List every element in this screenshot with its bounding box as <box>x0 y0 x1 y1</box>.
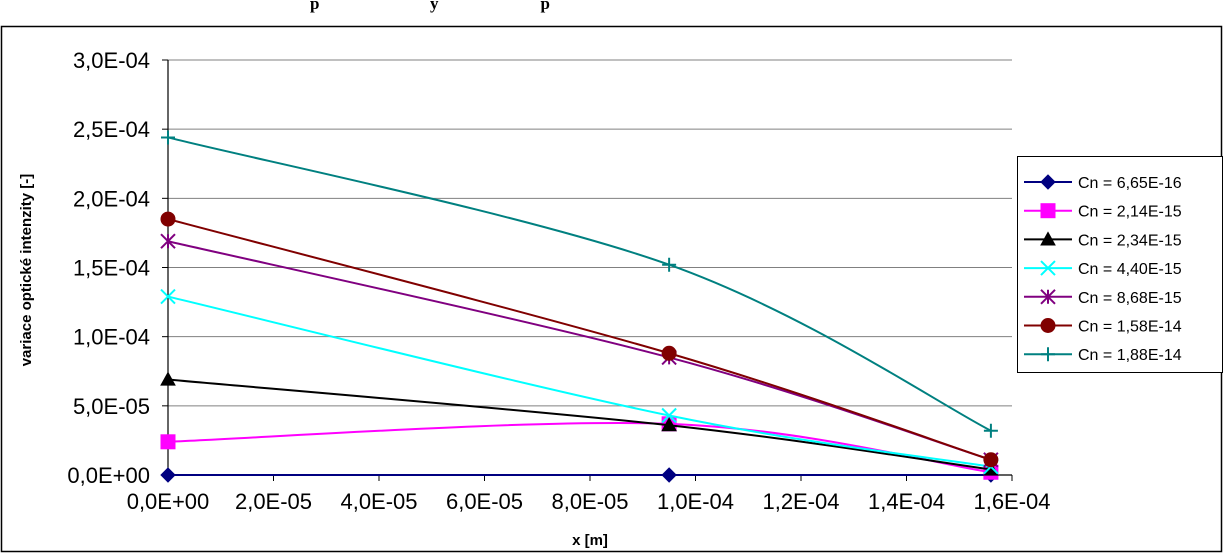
x-tick-label: 1,0E-04 <box>657 489 734 514</box>
series-3 <box>160 371 999 476</box>
x-tick-label: 1,4E-04 <box>868 489 945 514</box>
data-point <box>662 257 677 272</box>
legend-label: Cn = 4,40E-15 <box>1078 261 1182 278</box>
y-axis-label: variace optické intenzity [-] <box>18 174 35 367</box>
data-point <box>661 467 677 483</box>
series-7 <box>161 130 998 438</box>
data-point <box>160 371 176 386</box>
x-tick-labels: 0,0E+00 2,0E-05 4,0E-05 6,0E-05 8,0E-05 1,0E-… <box>127 489 1051 514</box>
y-tick-label: 2,0E-04 <box>73 186 150 211</box>
data-point <box>160 467 176 483</box>
data-point <box>1040 203 1056 219</box>
legend-item: Cn = 1,88E-14 <box>1024 347 1182 364</box>
legend-item: Cn = 2,14E-15 <box>1024 203 1182 221</box>
legend-item: Cn = 8,68E-15 <box>1024 289 1182 307</box>
y-tick-label: 0,0E+00 <box>67 463 150 488</box>
data-point <box>1041 347 1055 362</box>
legend: Cn = 6,65E-16 Cn = 2,14E-15 Cn = 2,34E-15 C… <box>1017 156 1223 373</box>
data-point <box>1040 289 1056 305</box>
x-tick-label: 8,0E-05 <box>551 489 628 514</box>
x-tick-label: 4,0E-05 <box>340 489 417 514</box>
data-point <box>1040 174 1056 190</box>
series-line <box>167 295 992 468</box>
data-point <box>1040 260 1056 276</box>
legend-label: Cn = 6,65E-16 <box>1078 175 1182 192</box>
x-tick-label: 1,6E-04 <box>973 489 1050 514</box>
data-point <box>1040 231 1056 246</box>
x-tick-label: 2,0E-05 <box>235 489 312 514</box>
data-point <box>983 423 998 438</box>
legend-label: Cn = 1,58E-14 <box>1078 319 1182 336</box>
data-point <box>161 130 175 145</box>
data-point <box>160 211 176 227</box>
data-point <box>661 345 677 361</box>
chart-title: p y p <box>310 0 550 13</box>
data-point <box>160 288 176 305</box>
legend-label: Cn = 2,14E-15 <box>1078 204 1182 221</box>
data-point <box>661 407 677 424</box>
y-tick-label: 3,0E-04 <box>73 48 150 73</box>
x-tick-label: 0,0E+00 <box>127 489 210 514</box>
legend-item: Cn = 6,65E-16 <box>1024 174 1182 192</box>
series-6 <box>160 211 999 468</box>
series-line <box>167 378 992 471</box>
y-tick-label: 2,5E-04 <box>73 117 150 142</box>
x-tick-label: 6,0E-05 <box>446 489 523 514</box>
legend-label: Cn = 2,34E-15 <box>1078 232 1182 249</box>
series-line <box>167 218 992 461</box>
x-axis-label: x [m] <box>572 532 608 549</box>
gridlines <box>168 59 1012 407</box>
legend-item: Cn = 4,40E-15 <box>1024 260 1182 278</box>
data-point <box>983 452 999 468</box>
data-point <box>160 434 176 450</box>
y-tick-label: 5,0E-05 <box>73 394 150 419</box>
legend-item: Cn = 1,58E-14 <box>1024 318 1182 336</box>
y-tick-label: 1,5E-04 <box>73 256 150 281</box>
data-point <box>160 233 176 249</box>
data-point <box>983 461 999 476</box>
series-group <box>160 130 999 483</box>
series-line <box>167 136 992 432</box>
legend-label: Cn = 1,88E-14 <box>1078 347 1182 364</box>
legend-item: Cn = 2,34E-15 <box>1024 231 1182 249</box>
x-tick-label: 1,2E-04 <box>762 489 839 514</box>
y-tick-label: 1,0E-04 <box>73 325 150 350</box>
y-tick-labels: 0,0E+00 5,0E-05 1,0E-04 1,5E-04 2,0E-04 2,5E-… <box>67 48 150 488</box>
data-point <box>1040 318 1056 333</box>
legend-label: Cn = 8,68E-15 <box>1078 290 1182 307</box>
data-point <box>661 417 677 432</box>
